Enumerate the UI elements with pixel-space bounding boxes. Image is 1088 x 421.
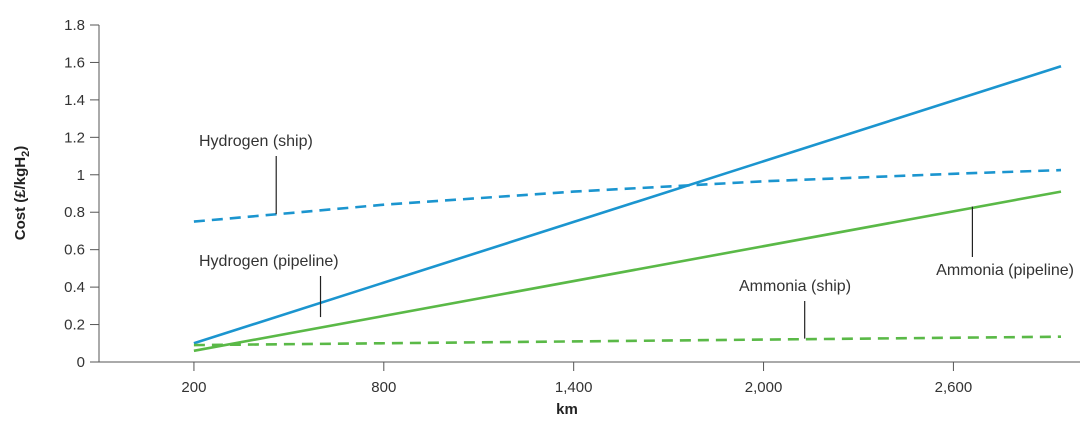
series-label-ammonia-ship: Ammonia (ship) [739, 278, 851, 295]
y-tick-label: 1 [77, 167, 85, 184]
series-line-ammonia-pipeline [193, 190, 1062, 353]
series-label-hydrogen-ship: Hydrogen (ship) [199, 133, 313, 150]
y-tick-label: 0.8 [64, 204, 85, 221]
x-axis: 200 800 1,400 2,000 2,600 [99, 361, 1080, 396]
y-axis-title: Cost (£/kgH2) [12, 146, 32, 240]
y-tick-label: 1.4 [64, 92, 85, 109]
y-axis-title-subscript: 2 [20, 151, 32, 157]
series-line-hydrogen-pipeline [193, 64, 1062, 345]
y-axis: 0 0.2 0.4 0.6 0.8 1 1.2 1.4 1.6 1.8 [64, 17, 100, 371]
y-tick-label: 1.2 [64, 129, 85, 146]
y-tick-label: 1.8 [64, 17, 85, 34]
x-tick-label: 200 [181, 379, 206, 396]
series-line-hydrogen-ship [193, 168, 1062, 223]
series-labels: Hydrogen (pipeline) Hydrogen (ship) Ammoni… [199, 133, 1074, 339]
x-axis-title: km [556, 401, 578, 418]
y-axis-title-end: ) [12, 146, 29, 151]
series-label-hydrogen-pipeline: Hydrogen (pipeline) [199, 253, 339, 270]
y-tick-label: 0 [77, 354, 85, 371]
series-label-ammonia-pipeline: Ammonia (pipeline) [936, 262, 1074, 279]
x-tick-label: 2,600 [935, 379, 973, 396]
y-tick-label: 1.6 [64, 54, 85, 71]
y-axis-title-main: Cost (£/kgH [12, 157, 29, 240]
y-tick-label: 0.2 [64, 317, 85, 334]
y-tick-label: 0.4 [64, 279, 85, 296]
series-lines [193, 64, 1062, 353]
series-line-ammonia-ship [193, 335, 1062, 347]
x-tick-label: 800 [371, 379, 396, 396]
y-tick-label: 0.6 [64, 242, 85, 259]
x-tick-label: 1,400 [555, 379, 593, 396]
x-tick-label: 2,000 [745, 379, 783, 396]
